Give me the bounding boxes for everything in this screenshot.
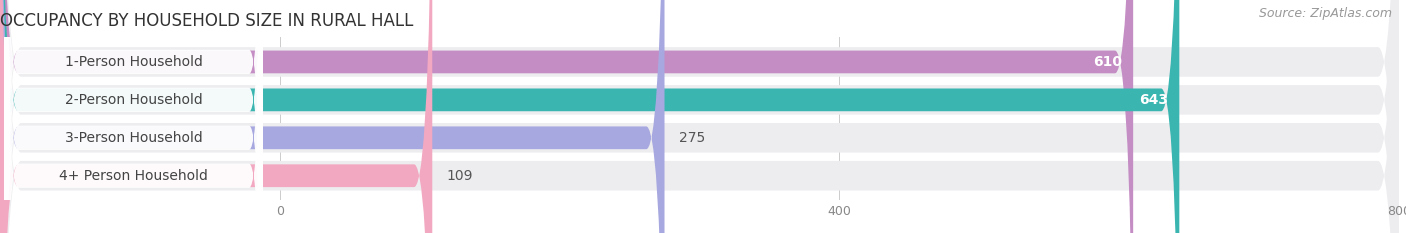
- Text: Source: ZipAtlas.com: Source: ZipAtlas.com: [1258, 7, 1392, 20]
- FancyBboxPatch shape: [4, 0, 263, 233]
- Text: 275: 275: [679, 131, 704, 145]
- FancyBboxPatch shape: [0, 0, 432, 233]
- FancyBboxPatch shape: [0, 0, 665, 233]
- Text: 109: 109: [446, 169, 472, 183]
- FancyBboxPatch shape: [4, 0, 263, 233]
- Text: 3-Person Household: 3-Person Household: [65, 131, 202, 145]
- FancyBboxPatch shape: [0, 0, 1133, 233]
- Text: 4+ Person Household: 4+ Person Household: [59, 169, 208, 183]
- Text: OCCUPANCY BY HOUSEHOLD SIZE IN RURAL HALL: OCCUPANCY BY HOUSEHOLD SIZE IN RURAL HAL…: [0, 12, 413, 30]
- Text: 610: 610: [1092, 55, 1122, 69]
- FancyBboxPatch shape: [4, 0, 263, 233]
- Text: 2-Person Household: 2-Person Household: [65, 93, 202, 107]
- FancyBboxPatch shape: [4, 0, 263, 233]
- FancyBboxPatch shape: [0, 0, 1180, 233]
- Text: 643: 643: [1139, 93, 1168, 107]
- Text: 1-Person Household: 1-Person Household: [65, 55, 202, 69]
